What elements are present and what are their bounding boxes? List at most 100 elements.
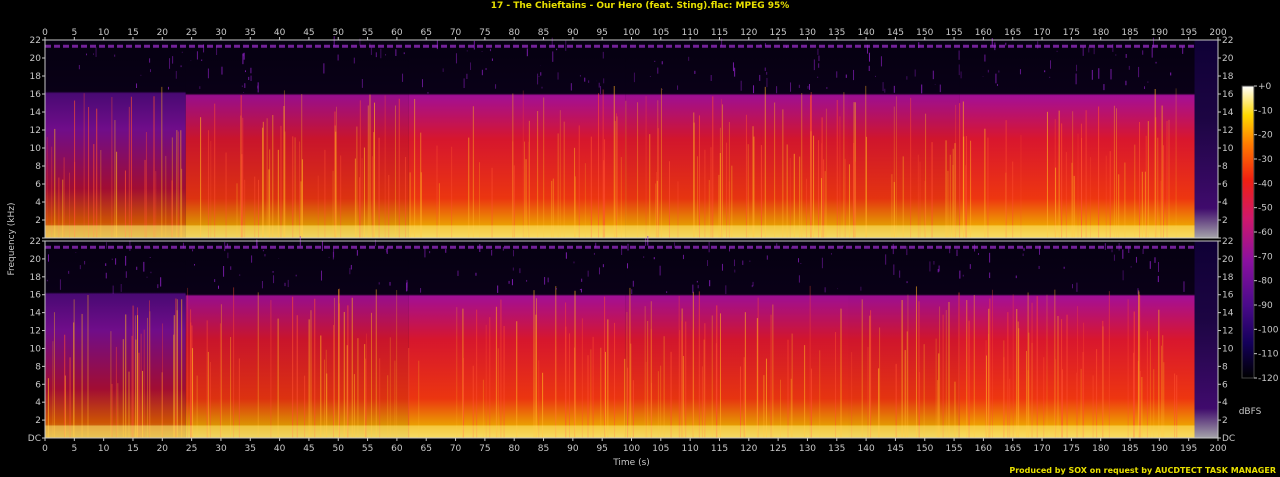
y-tick-label: 18: [30, 72, 42, 82]
y-axis-label: Frequency (kHz): [7, 202, 17, 275]
colorbar-tick-label: -50: [1258, 204, 1273, 214]
y-tick-label: 18: [30, 273, 42, 283]
spectrogram-segment: [848, 40, 960, 238]
y-tick-label: 8: [35, 362, 41, 372]
x-tick-label: 195: [1180, 444, 1197, 454]
colorbar-tick-label: -100: [1258, 325, 1279, 335]
x-tick-label: 170: [1033, 444, 1050, 454]
x-tick-label: 45: [303, 444, 314, 454]
x-tick-label: 160: [975, 28, 992, 38]
x-tick-label: 75: [479, 444, 490, 454]
spectrogram-segment: [1194, 40, 1218, 238]
y-tick-label: 20: [1222, 54, 1234, 64]
y-tick-label: 20: [30, 255, 42, 265]
y-tick-label: 14: [30, 309, 42, 319]
y-tick-label: 14: [30, 108, 42, 118]
x-tick-label: 35: [245, 28, 256, 38]
x-tick-label: 155: [945, 444, 962, 454]
spectrogram-segment: [959, 40, 1195, 238]
x-tick-label: 60: [391, 444, 403, 454]
y-tick-label: 4: [1222, 198, 1228, 208]
y-tick-label: 6: [1222, 380, 1228, 390]
x-tick-label: 25: [186, 28, 197, 38]
x-tick-label: 105: [652, 28, 669, 38]
x-tick-label: 40: [274, 444, 286, 454]
x-tick-label: 175: [1063, 444, 1080, 454]
y-tick-label: 18: [1222, 72, 1234, 82]
x-tick-label: 95: [596, 28, 607, 38]
y-tick-label: 20: [1222, 255, 1234, 265]
x-tick-label: 200: [1209, 444, 1226, 454]
x-tick-label: 40: [274, 28, 286, 38]
x-tick-label: 80: [508, 28, 520, 38]
x-tick-label: 170: [1033, 28, 1050, 38]
x-tick-label: 145: [887, 28, 904, 38]
spectrogram-segment: [1194, 241, 1218, 438]
x-tick-label: 20: [157, 444, 169, 454]
x-tick-label: 75: [479, 28, 490, 38]
x-tick-label: 105: [652, 444, 669, 454]
x-tick-label: 125: [770, 444, 787, 454]
low-freq-band: [45, 225, 1195, 238]
colorbar-tick-label: -60: [1258, 228, 1273, 238]
x-tick-label: 60: [391, 28, 403, 38]
x-tick-label: 45: [303, 28, 314, 38]
colorbar-tick-label: -80: [1258, 277, 1273, 287]
x-tick-label: 160: [975, 444, 992, 454]
y-tick-label: 8: [1222, 362, 1228, 372]
colorbar-tick-label: -70: [1258, 252, 1273, 262]
y-tick-label: 6: [35, 380, 41, 390]
y-tick-label: 2: [35, 216, 41, 226]
y-tick-label: 10: [30, 144, 42, 154]
x-tick-label: 70: [450, 28, 462, 38]
x-tick-label: 25: [186, 444, 197, 454]
y-tick-label: 16: [30, 90, 42, 100]
y-tick-label: 6: [35, 180, 41, 190]
colorbar-tick-label: -20: [1258, 131, 1273, 141]
x-tick-label: 130: [799, 28, 816, 38]
x-tick-label: 5: [71, 444, 77, 454]
x-tick-label: 195: [1180, 28, 1197, 38]
footer-credit: Produced by SOX on request by AUCDTECT T…: [1009, 466, 1276, 475]
x-tick-label: 90: [567, 444, 579, 454]
y-tick-label: 2: [1222, 216, 1228, 226]
x-tick-label: 35: [245, 444, 256, 454]
y-tick-label: 18: [1222, 273, 1234, 283]
x-tick-label: 95: [596, 444, 607, 454]
x-tick-label: 135: [828, 28, 845, 38]
x-tick-label: 0: [42, 28, 48, 38]
colorbar-tick-label: -10: [1258, 106, 1273, 116]
low-freq-band: [45, 425, 1195, 438]
y-tick-label: 4: [35, 398, 41, 408]
y-tick-label: 16: [1222, 291, 1234, 301]
colorbar-tick-label: -120: [1258, 374, 1279, 384]
x-tick-label: 50: [333, 28, 345, 38]
spectrogram-segment: [45, 241, 186, 438]
x-tick-label: 50: [333, 444, 345, 454]
x-tick-label: 65: [420, 444, 431, 454]
x-tick-label: 115: [711, 444, 728, 454]
x-tick-label: 30: [215, 444, 227, 454]
y-tick-label: 4: [35, 198, 41, 208]
colorbar-tick-label: -40: [1258, 179, 1273, 189]
y-tick-label: DC: [28, 434, 41, 444]
x-tick-label: 125: [770, 28, 787, 38]
y-tick-label: 12: [1222, 126, 1233, 136]
x-tick-label: 120: [740, 444, 757, 454]
colorbar-tick-label: -110: [1258, 350, 1279, 360]
x-tick-label: 175: [1063, 28, 1080, 38]
y-tick-label: 22: [30, 36, 41, 46]
x-tick-label: 155: [945, 28, 962, 38]
spectrogram-segment: [848, 241, 960, 438]
y-tick-label: 2: [1222, 416, 1228, 426]
y-tick-label: 22: [30, 237, 41, 247]
x-tick-label: 20: [157, 28, 169, 38]
y-tick-label: 22: [1222, 36, 1233, 46]
x-tick-label: 110: [682, 444, 699, 454]
x-tick-label: 30: [215, 28, 227, 38]
x-tick-label: 100: [623, 444, 640, 454]
y-tick-label: 12: [30, 126, 41, 136]
x-axis-label: Time (s): [612, 458, 650, 468]
x-tick-label: 150: [916, 444, 933, 454]
